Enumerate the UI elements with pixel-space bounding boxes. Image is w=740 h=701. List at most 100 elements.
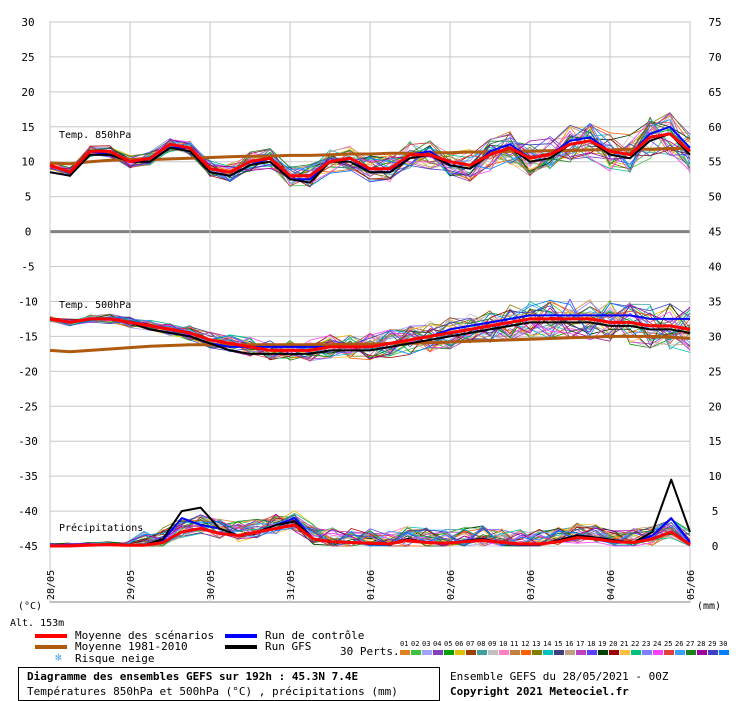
- pert-legend-swatch: [620, 650, 630, 655]
- pert-legend-swatch: [675, 650, 685, 655]
- pert-legend-number: 09: [488, 640, 497, 648]
- left-tick-label: 15: [21, 121, 34, 134]
- pert-legend-swatch: [411, 650, 421, 655]
- pert-legend-number: 19: [598, 640, 607, 648]
- pert-legend-swatch: [466, 650, 476, 655]
- pert-legend-number: 04: [433, 640, 442, 648]
- pert-legend-swatch: [631, 650, 641, 655]
- right-tick-label: 20: [708, 400, 721, 413]
- pert-legend-number: 23: [642, 640, 651, 648]
- diagram-title: Diagramme des ensembles GEFS sur 192h : …: [27, 670, 359, 683]
- legend-swatch-clim: [35, 645, 67, 649]
- pert-legend-number: 16: [565, 640, 574, 648]
- pert-legend-swatch: [653, 650, 663, 655]
- right-tick-label: 35: [708, 295, 721, 308]
- series-line: [50, 523, 691, 548]
- right-tick-label: 25: [708, 365, 721, 378]
- right-tick-label: 15: [708, 435, 721, 448]
- right-tick-label: 30: [708, 330, 721, 343]
- left-tick-label: -25: [18, 400, 38, 413]
- left-tick-label: -35: [18, 470, 38, 483]
- right-tick-label: 40: [708, 261, 721, 274]
- left-tick-label: 30: [21, 16, 34, 29]
- right-tick-label: 65: [708, 86, 721, 99]
- left-tick-label: -10: [18, 295, 38, 308]
- perturbation-line-850: [49, 126, 691, 186]
- pert-legend-number: 18: [587, 640, 596, 648]
- pert-legend-number: 07: [466, 640, 475, 648]
- right-tick-label: 0: [712, 540, 719, 553]
- pert-legend-swatch: [565, 650, 575, 655]
- left-tick-label: 25: [21, 51, 34, 64]
- right-tick-label: 60: [708, 121, 721, 134]
- left-tick-label: 20: [21, 86, 34, 99]
- ensemble-chart: 302520151050-5-10-15-20-25-30-35-40-4575…: [10, 16, 722, 629]
- pert-legend-swatch: [609, 650, 619, 655]
- tick-labels: 302520151050-5-10-15-20-25-30-35-40-4575…: [18, 16, 722, 600]
- pert-legend-number: 29: [708, 640, 717, 648]
- snowflake-icon: ❄: [55, 651, 62, 664]
- left-tick-label: -20: [18, 365, 38, 378]
- series-line: [49, 317, 691, 352]
- perturbations-legend: 01 02 03 04 05 06 07 08 09 10 11 12 13 14 15 16 17 18 19 20…: [400, 640, 732, 658]
- pert-legend-swatch: [598, 650, 608, 655]
- copyright: Copyright 2021 Meteociel.fr: [450, 685, 629, 698]
- label-precipitations: Précipitations: [59, 522, 143, 534]
- left-tick-label: 10: [21, 156, 34, 169]
- pert-legend-number: 26: [675, 640, 684, 648]
- pert-legend-number: 22: [631, 640, 640, 648]
- pert-legend-number: 08: [477, 640, 486, 648]
- right-tick-label: 75: [708, 16, 721, 29]
- pert-legend-number: 27: [686, 640, 695, 648]
- pert-legend-number: 11: [510, 640, 519, 648]
- pert-legend-number: 10: [499, 640, 508, 648]
- legend-label-perts: 30 Perts.: [340, 645, 400, 658]
- legend-swatch-scenarios: [35, 634, 67, 638]
- perturbation-line-850: [49, 134, 691, 188]
- pert-legend-swatch: [499, 650, 509, 655]
- label-temp-850: Temp. 850hPa: [59, 130, 131, 141]
- perturbation-line-850: [49, 123, 691, 183]
- left-tick-label: -40: [18, 505, 38, 518]
- x-date-label: 02/06: [446, 570, 457, 600]
- legend-swatch-control: [225, 634, 257, 638]
- pert-legend-swatch: [719, 650, 729, 655]
- pert-legend-number: 13: [532, 640, 541, 648]
- x-date-label: 29/05: [126, 570, 137, 600]
- x-date-label: 01/06: [366, 570, 377, 600]
- perturbation-line-500: [49, 303, 691, 353]
- legend-label-snow: Risque neige: [75, 652, 155, 665]
- pert-legend-number: 01: [400, 640, 409, 648]
- pert-legend-number: 30: [719, 640, 728, 648]
- x-date-label: 04/06: [606, 570, 617, 600]
- perturbation-line-precip: [49, 521, 691, 547]
- series-line: [49, 132, 691, 178]
- pert-legend-swatch: [664, 650, 674, 655]
- x-date-label: 05/06: [686, 570, 697, 600]
- main-series-lines: [49, 125, 691, 548]
- label-temp-500: Temp. 500hPa: [59, 300, 131, 311]
- right-tick-label: 70: [708, 51, 721, 64]
- pert-legend-number: 06: [455, 640, 464, 648]
- pert-legend-number: 24: [653, 640, 662, 648]
- right-tick-label: 10: [708, 470, 721, 483]
- left-tick-label: -30: [18, 435, 38, 448]
- pert-legend-swatch: [510, 650, 520, 655]
- right-tick-label: 55: [708, 156, 721, 169]
- x-date-label: 03/06: [526, 570, 537, 600]
- x-date-label: 30/05: [206, 570, 217, 600]
- legend-label-clim: Moyenne 1981-2010: [75, 640, 188, 653]
- left-unit-label: (°C): [18, 601, 42, 612]
- pert-legend-number: 25: [664, 640, 673, 648]
- pert-legend-swatch: [576, 650, 586, 655]
- perturbation-line-precip: [50, 514, 691, 547]
- pert-legend-swatch: [477, 650, 487, 655]
- left-tick-label: -15: [18, 330, 38, 343]
- pert-legend-number: 14: [543, 640, 552, 648]
- pert-legend-number: 03: [422, 640, 431, 648]
- pert-legend-swatch: [444, 650, 454, 655]
- altitude-label: Alt. 153m: [10, 618, 64, 629]
- legend-label-gfs: Run GFS: [265, 640, 312, 653]
- pert-legend-number: 02: [411, 640, 420, 648]
- pert-legend-swatch: [488, 650, 498, 655]
